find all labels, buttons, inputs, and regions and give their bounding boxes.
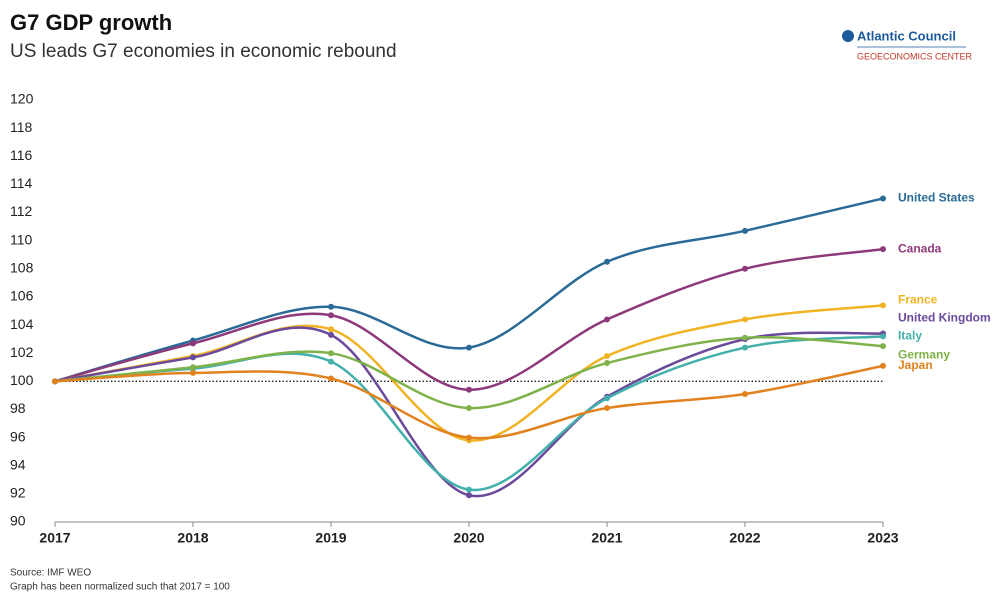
legend-label: Germany — [898, 347, 950, 361]
x-tick-label: 2020 — [453, 530, 484, 546]
series-line — [54, 364, 884, 440]
data-point — [742, 390, 748, 397]
y-tick-label: 104 — [10, 316, 34, 332]
data-point — [466, 386, 472, 393]
data-point — [604, 258, 610, 265]
brand: Atlantic Council — [857, 28, 956, 43]
y-tick-label: 112 — [10, 203, 33, 219]
y-tick-label: 114 — [10, 175, 33, 191]
data-point — [742, 334, 748, 341]
data-point — [190, 340, 196, 347]
data-point — [742, 227, 748, 234]
note: Source: IMF WEO — [10, 568, 91, 579]
data-point — [604, 395, 610, 402]
data-point — [328, 375, 334, 382]
x-tick-label: 2018 — [177, 530, 208, 546]
data-point — [880, 302, 886, 309]
y-tick-label: 94 — [10, 456, 26, 472]
y-tick-label: 96 — [10, 428, 26, 444]
data-point — [604, 360, 610, 367]
chart-title: G7 GDP growth — [10, 10, 172, 35]
y-tick-label: 92 — [10, 485, 26, 501]
data-point — [328, 326, 334, 333]
logo-icon — [842, 30, 854, 42]
legend-label: Italy — [898, 328, 922, 342]
chart-subtitle: US leads G7 economies in economic reboun… — [10, 41, 397, 62]
data-point — [880, 362, 886, 369]
series-line — [54, 326, 884, 498]
y-tick-label: 90 — [10, 513, 26, 529]
legend-label: United Kingdom — [898, 311, 991, 325]
data-point — [880, 343, 886, 350]
note: Graph has been normalized such that 2017… — [10, 582, 230, 593]
legend-label: United States — [898, 191, 975, 205]
x-tick-label: 2023 — [867, 530, 898, 546]
data-point — [466, 492, 472, 499]
data-point — [742, 344, 748, 351]
data-point — [604, 405, 610, 412]
y-tick-label: 102 — [10, 344, 34, 360]
data-point — [328, 312, 334, 319]
y-tick-label: 110 — [10, 231, 33, 247]
y-tick-label: 106 — [10, 288, 34, 304]
y-tick-label: 116 — [10, 147, 33, 163]
x-tick-label: 2021 — [591, 530, 622, 546]
data-point — [604, 316, 610, 323]
legend-label: Japan — [898, 358, 933, 372]
data-point — [328, 331, 334, 338]
data-point — [880, 333, 886, 340]
x-tick-label: 2022 — [729, 530, 760, 546]
data-point — [328, 358, 334, 365]
y-tick-label: 108 — [10, 260, 34, 276]
legend-label: Canada — [898, 241, 942, 255]
data-point — [880, 246, 886, 253]
data-point — [190, 354, 196, 361]
brand-sub: GEOECONOMICS CENTER — [857, 51, 973, 61]
data-point — [52, 378, 58, 385]
y-tick-label: 100 — [10, 372, 34, 388]
y-tick-label: 120 — [10, 91, 34, 107]
x-tick-label: 2019 — [315, 530, 346, 546]
data-point — [466, 405, 472, 412]
data-point — [604, 353, 610, 360]
y-tick-label: 98 — [10, 400, 26, 416]
y-tick-label: 118 — [10, 119, 33, 135]
data-point — [328, 350, 334, 357]
data-point — [190, 364, 196, 371]
x-tick-label: 2017 — [39, 530, 70, 546]
data-point — [742, 316, 748, 323]
data-point — [466, 486, 472, 493]
data-point — [466, 434, 472, 441]
data-point — [328, 303, 334, 310]
data-point — [190, 369, 196, 376]
data-point — [880, 195, 886, 202]
data-point — [742, 265, 748, 272]
data-point — [466, 344, 472, 351]
legend-label: France — [898, 293, 938, 307]
series-line — [54, 197, 884, 383]
